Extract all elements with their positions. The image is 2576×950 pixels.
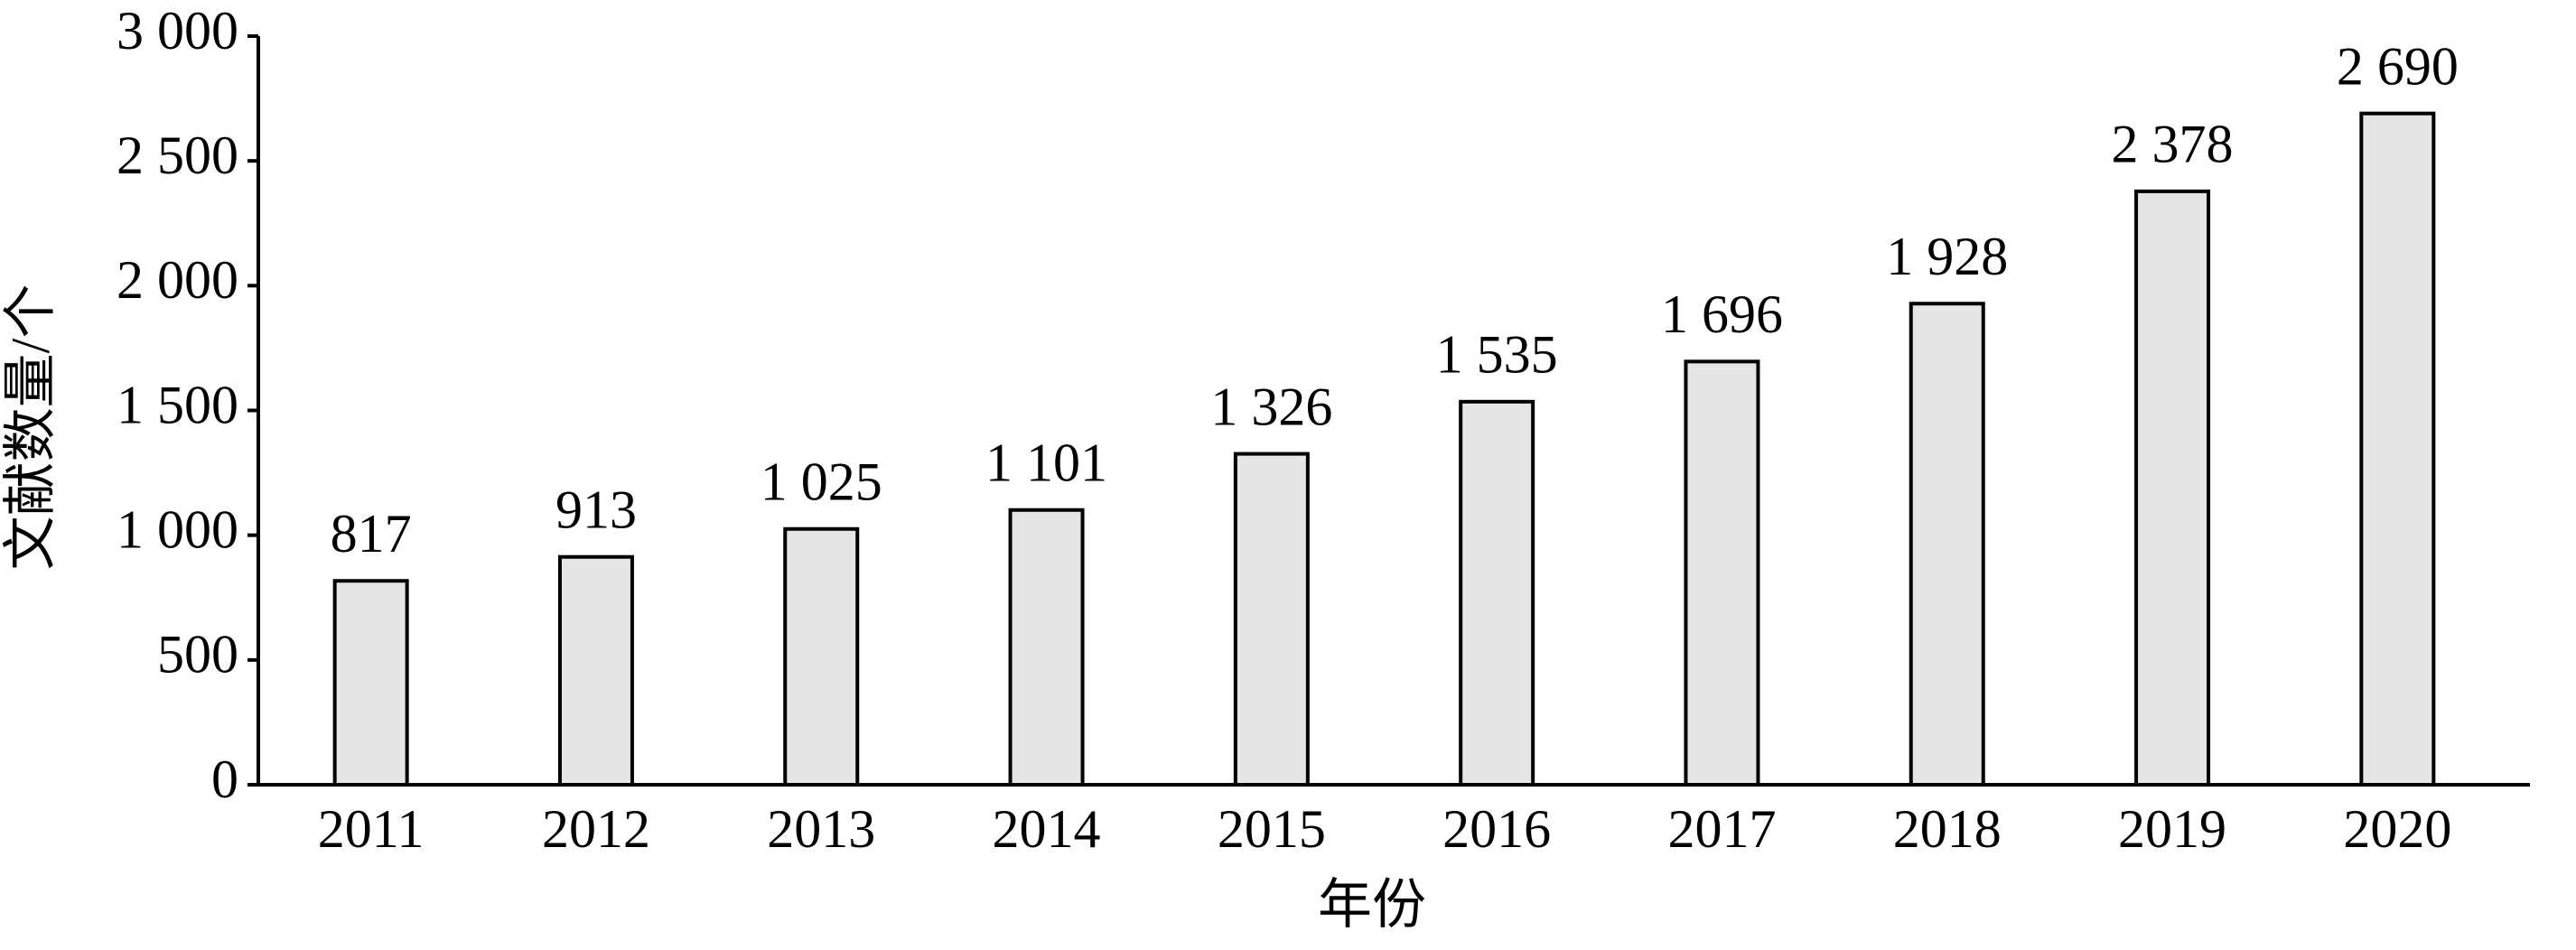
y-tick-label: 1 500 <box>117 375 238 434</box>
x-tick-label: 2019 <box>2118 799 2226 859</box>
value-label: 913 <box>555 480 637 539</box>
y-tick-label: 2 000 <box>117 250 238 310</box>
bar <box>2134 189 2211 787</box>
x-tick-label: 2012 <box>542 799 650 859</box>
bar <box>1684 359 1760 787</box>
x-tick-label: 2014 <box>993 799 1101 859</box>
y-tick-label: 1 000 <box>117 499 238 559</box>
value-label: 1 326 <box>1210 377 1332 436</box>
bar <box>783 526 860 787</box>
bar <box>1909 302 1985 787</box>
value-label: 1 535 <box>1436 325 1558 385</box>
bar <box>2359 111 2436 787</box>
x-tick-label: 2020 <box>2343 799 2451 859</box>
value-label: 2 378 <box>2112 115 2234 174</box>
x-tick-label: 2011 <box>318 799 425 859</box>
x-tick-label: 2015 <box>1218 799 1326 859</box>
y-tick-label: 0 <box>211 750 238 809</box>
x-tick-label: 2013 <box>767 799 875 859</box>
x-tick-label: 2017 <box>1667 799 1776 859</box>
value-label: 1 025 <box>761 452 882 512</box>
bar <box>1459 399 1535 787</box>
bar <box>1233 452 1310 787</box>
y-axis-title: 文献数量/个 <box>1 284 61 571</box>
value-label: 817 <box>331 504 412 563</box>
y-tick-label: 500 <box>157 625 238 685</box>
x-tick-label: 2016 <box>1442 799 1551 859</box>
y-tick-label: 2 500 <box>117 126 238 185</box>
value-label: 1 928 <box>1886 227 2008 286</box>
bar <box>1008 508 1085 787</box>
y-tick-label: 3 000 <box>117 1 238 61</box>
value-label: 1 101 <box>985 433 1107 493</box>
x-axis-title: 年份 <box>1318 875 1426 935</box>
value-label: 2 690 <box>2337 36 2459 96</box>
bar <box>332 579 409 787</box>
bar <box>557 554 634 787</box>
x-tick-label: 2018 <box>1893 799 2002 859</box>
value-label: 1 696 <box>1661 284 1783 344</box>
